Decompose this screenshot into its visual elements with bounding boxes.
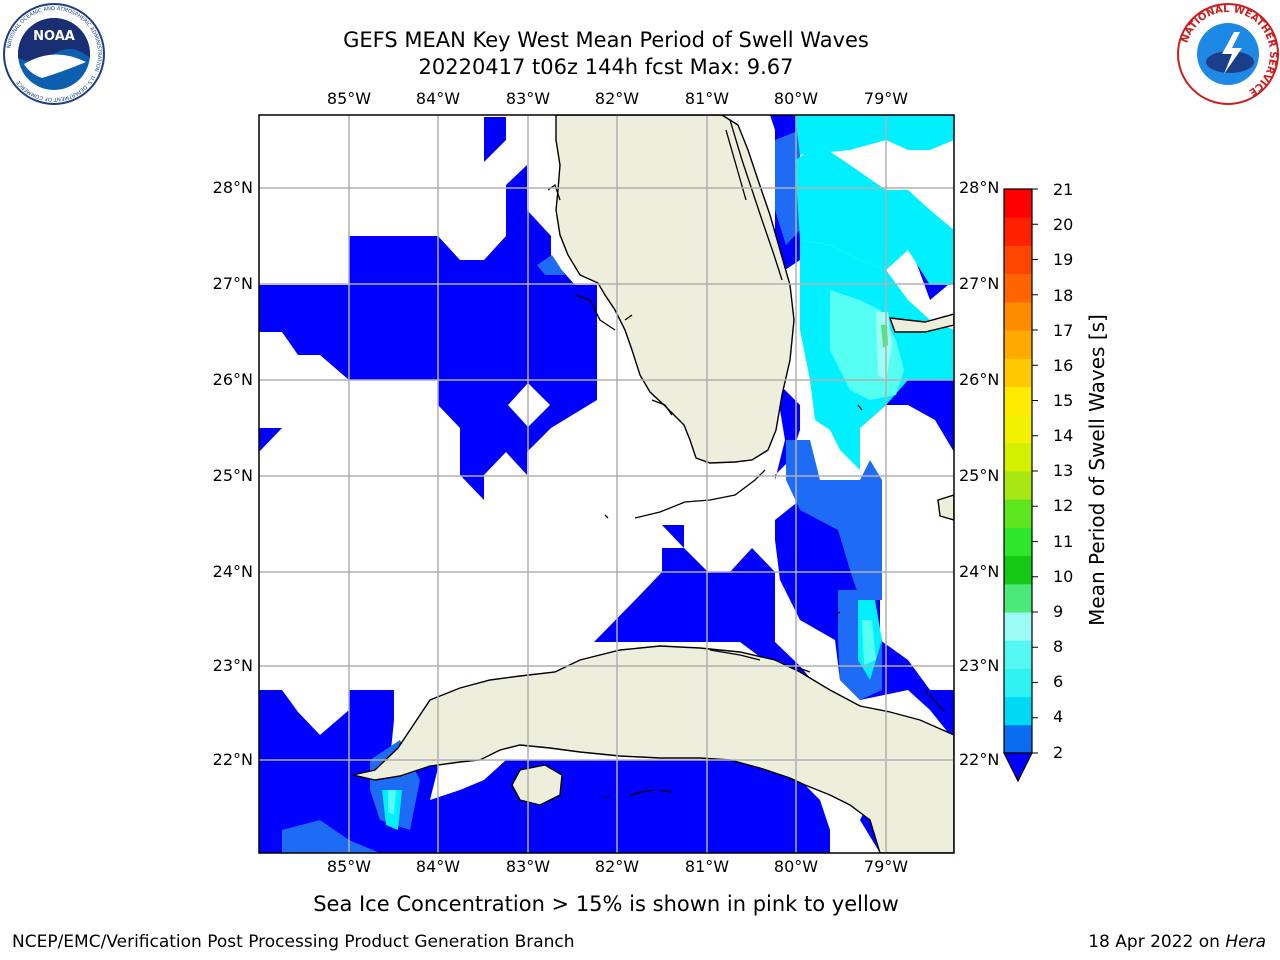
run-date-text: 18 Apr 2022 on (1088, 932, 1226, 952)
colorbar-bin (1004, 555, 1032, 585)
colorbar-tick-label: 4 (1053, 707, 1064, 726)
lon-label-top: 79°W (863, 89, 909, 108)
coastline-details (547, 119, 946, 798)
lon-label-top: 84°W (415, 89, 461, 108)
colorbar-tick-label: 16 (1053, 356, 1074, 375)
colorbar-tick-label: 11 (1053, 532, 1074, 551)
sea-ice-note: Sea Ice Concentration > 15% is shown in … (313, 892, 899, 916)
cuba (352, 645, 954, 853)
lat-label-right: 23°N (959, 656, 1000, 675)
colorbar-bin (1004, 527, 1032, 557)
noaa-logo-text: NOAA (33, 29, 75, 44)
andros (937, 494, 954, 521)
chart-title: GEFS MEAN Key West Mean Period of Swell … (343, 28, 869, 52)
grand-bahama (888, 313, 954, 333)
colorbar-tick-label: 13 (1053, 461, 1074, 480)
colorbar-tick-label: 15 (1053, 391, 1074, 410)
colorbar-bin (1004, 442, 1032, 472)
lon-label-bottom: 81°W (684, 857, 730, 876)
land (352, 115, 954, 853)
lon-label-bottom: 84°W (415, 857, 461, 876)
colorbar-bin (1004, 273, 1032, 303)
colorbar-bin (1004, 668, 1032, 698)
noaa-logo: NATIONAL OCEANIC AND ATMOSPHERIC ADMINIS… (3, 3, 105, 105)
colorbar-tick-label: 9 (1053, 602, 1064, 621)
lon-label-bottom: 85°W (326, 857, 372, 876)
graticule (259, 115, 954, 853)
colorbar-bin (1004, 471, 1032, 500)
colorbar-tick-label: 2 (1053, 743, 1064, 762)
colorbar-tick-label: 12 (1053, 496, 1074, 515)
colorbar-bin (1004, 499, 1032, 528)
lat-label-left: 27°N (212, 274, 253, 293)
lon-label-top: 83°W (505, 89, 551, 108)
colorbar-tick-label: 20 (1053, 215, 1074, 234)
colorbar-bin (1004, 612, 1032, 641)
lon-label-top: 80°W (773, 89, 819, 108)
colorbar-bin (1004, 414, 1032, 444)
lat-label-left: 23°N (212, 656, 253, 675)
lon-label-top: 82°W (594, 89, 640, 108)
lon-label-bottom: 80°W (773, 857, 819, 876)
lat-label-left: 26°N (212, 370, 253, 389)
isla-de-la-juventud (511, 764, 563, 806)
colorbar-tick-label: 19 (1053, 250, 1074, 269)
lon-label-bottom: 79°W (863, 857, 909, 876)
colorbar-bin (1004, 583, 1032, 613)
colorbar-bin (1004, 330, 1032, 359)
lon-label-bottom: 82°W (594, 857, 640, 876)
colorbar-bin (1004, 358, 1032, 387)
colorbar-tick-label: 8 (1053, 637, 1064, 656)
lon-label-bottom: 83°W (505, 857, 551, 876)
map-frame (258, 114, 955, 854)
colorbar-bin (1004, 696, 1032, 726)
colorbar-bin (1004, 724, 1032, 754)
colorbar-bin (1004, 386, 1032, 416)
lat-label-right: 22°N (959, 750, 1000, 769)
lat-label-right: 24°N (959, 562, 1000, 581)
colorbar (1003, 188, 1038, 783)
lat-label-right: 26°N (959, 370, 1000, 389)
colorbar-extend-arrow (1003, 752, 1033, 783)
colorbar-tick-label: 10 (1053, 567, 1074, 586)
colorbar-bin (1004, 217, 1032, 246)
lat-label-left: 25°N (212, 466, 253, 485)
colorbar-bin (1004, 245, 1032, 275)
nws-logo: NATIONAL WEATHER SERVICE (1177, 3, 1279, 105)
lon-label-top: 85°W (326, 89, 372, 108)
chart-subtitle: 20220417 t06z 144h fcst Max: 9.67 (418, 55, 794, 79)
lat-label-left: 28°N (212, 178, 253, 197)
colorbar-tick-label: 18 (1053, 286, 1074, 305)
host-name: Hera (1225, 932, 1266, 952)
colorbar-bin (1004, 301, 1032, 331)
lon-label-top: 81°W (684, 89, 730, 108)
colorbar-tick-label: 14 (1053, 426, 1074, 445)
lat-label-right: 28°N (959, 178, 1000, 197)
colorbar-label: Mean Period of Swell Waves [s] (1085, 314, 1109, 626)
lat-label-left: 24°N (212, 562, 253, 581)
lat-label-right: 27°N (959, 274, 1000, 293)
colorbar-tick-label: 17 (1053, 321, 1074, 340)
colorbar-bin (1004, 640, 1032, 669)
lat-label-left: 22°N (212, 750, 253, 769)
colorbar-tick-label: 21 (1053, 180, 1074, 199)
lat-label-right: 25°N (959, 466, 1000, 485)
colorbar-bin (1004, 189, 1032, 218)
colorbar-tick-label: 6 (1053, 672, 1064, 691)
run-date: 18 Apr 2022 on Hera (1088, 932, 1266, 952)
credit-text: NCEP/EMC/Verification Post Processing Pr… (12, 932, 575, 952)
florida-peninsula (555, 115, 795, 464)
